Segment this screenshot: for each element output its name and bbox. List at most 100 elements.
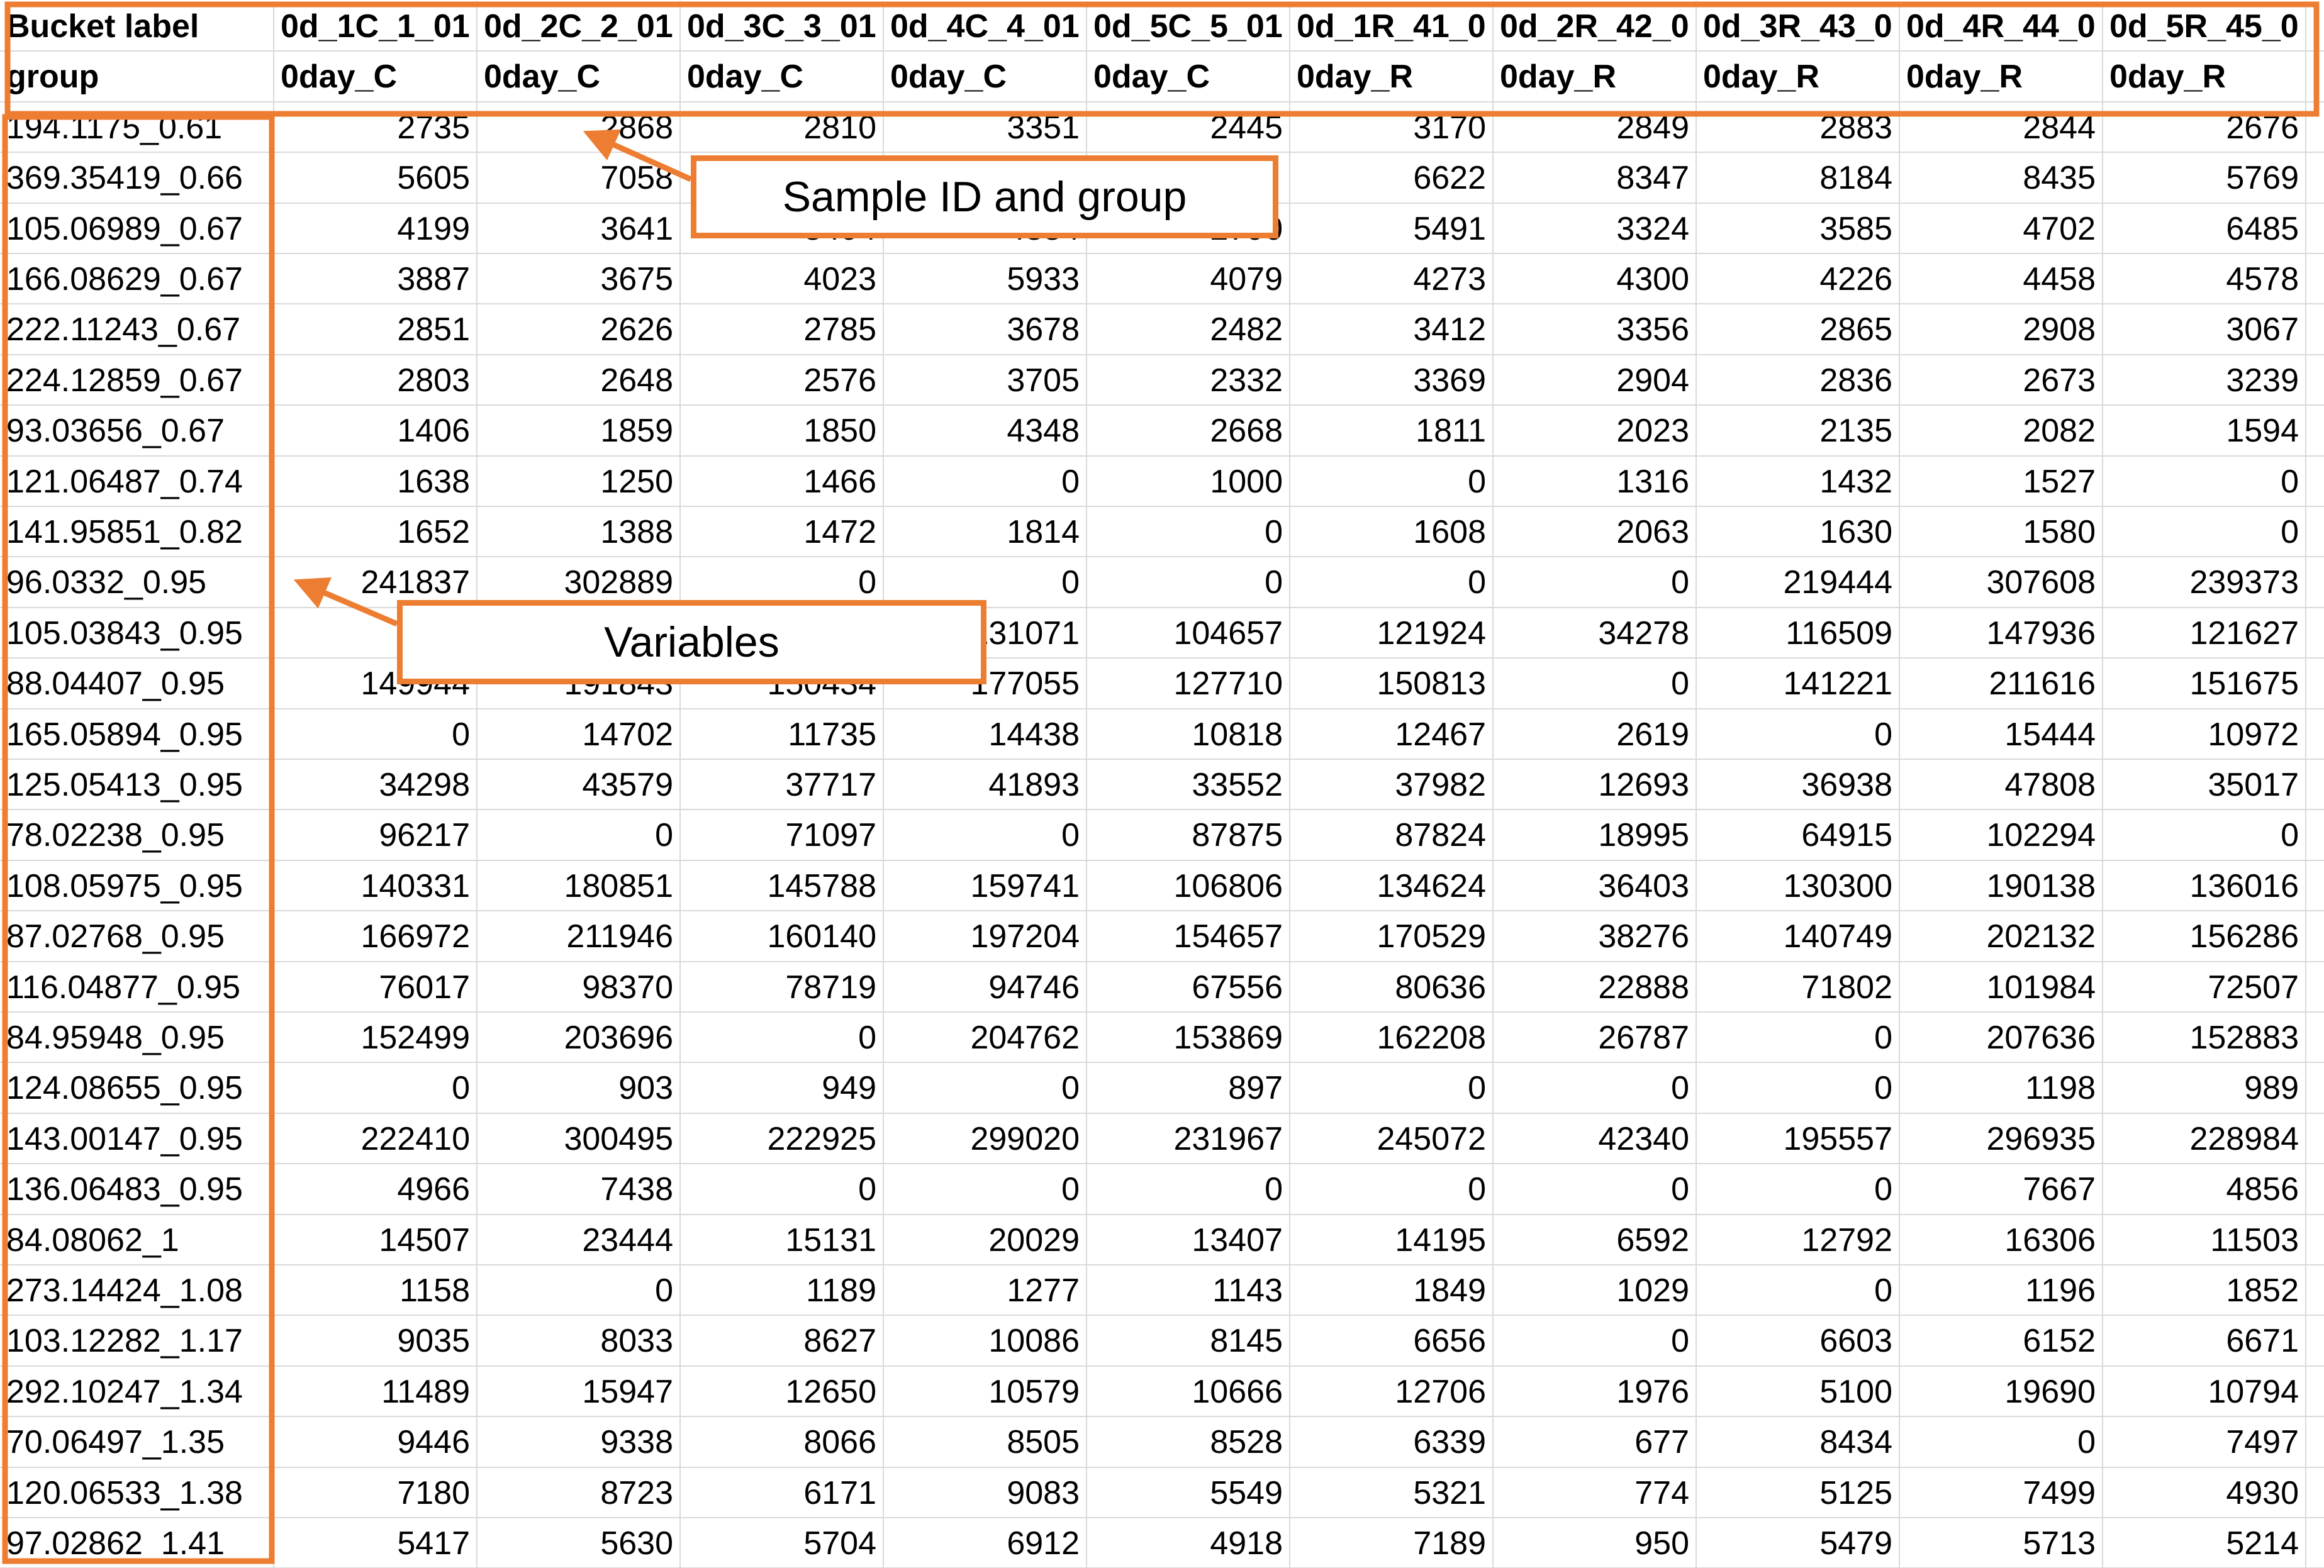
value-cell: 1029 (1494, 1265, 1697, 1316)
value-cell: 9035 (274, 1316, 478, 1367)
variable-label: 108.05975_0.95 (0, 860, 274, 912)
value-cell: 897 (1087, 1063, 1290, 1114)
value-cell: 102294 (1900, 810, 2103, 861)
value-cell: 0 (681, 1164, 884, 1215)
value-cell: 106806 (1087, 860, 1290, 912)
value-cell: 121627 (2103, 608, 2306, 659)
value-cell: 78719 (681, 962, 884, 1013)
empty-cell (2306, 304, 2324, 355)
value-cell: 4273 (1290, 254, 1494, 305)
value-cell: 1652 (274, 507, 478, 558)
value-cell: 0 (681, 1013, 884, 1064)
value-cell: 1472 (681, 507, 884, 558)
value-cell: 6912 (884, 1518, 1087, 1568)
value-cell: 245072 (1290, 1113, 1494, 1165)
header-highlight (4, 1, 2320, 117)
value-cell: 195557 (1697, 1113, 1900, 1165)
value-cell: 6152 (1900, 1316, 2103, 1367)
value-cell: 180851 (478, 860, 681, 912)
value-cell: 67556 (1087, 962, 1290, 1013)
value-cell: 159741 (884, 860, 1087, 912)
value-cell: 1527 (1900, 456, 2103, 507)
variable-label: 120.06533_1.38 (0, 1467, 274, 1518)
variables-arrow (293, 577, 398, 627)
value-cell: 2023 (1494, 406, 1697, 457)
value-cell: 0 (1494, 557, 1697, 608)
value-cell: 1594 (2103, 406, 2306, 457)
value-cell: 3412 (1290, 304, 1494, 355)
value-cell: 0 (1900, 1417, 2103, 1468)
value-cell: 3641 (478, 203, 681, 254)
value-cell: 141221 (1697, 659, 1900, 709)
value-cell: 3239 (2103, 355, 2306, 406)
value-cell: 1388 (478, 507, 681, 558)
value-cell: 6485 (2103, 203, 2306, 254)
value-cell: 4300 (1494, 254, 1697, 305)
empty-cell (2306, 1215, 2324, 1265)
variable-label: 116.04877_0.95 (0, 962, 274, 1013)
empty-cell (2306, 1468, 2324, 1518)
value-cell: 4856 (2103, 1164, 2306, 1215)
value-cell: 11735 (681, 709, 884, 760)
header-cell: 0d_2R_42_0 (1494, 1, 1697, 52)
value-cell: 2576 (681, 355, 884, 406)
value-cell: 0 (478, 810, 681, 861)
value-cell: 7497 (2103, 1417, 2306, 1468)
value-cell: 211946 (478, 911, 681, 962)
value-cell: 6592 (1494, 1215, 1697, 1265)
value-cell: 0 (884, 1164, 1087, 1215)
variable-label: 93.03656_0.67 (0, 406, 274, 457)
variable-label: 125.05413_0.95 (0, 760, 274, 811)
value-cell: 87875 (1087, 810, 1290, 861)
value-cell: 14507 (274, 1215, 478, 1265)
variable-label: 97.02862_1.41 (0, 1518, 274, 1568)
value-cell: 1250 (478, 456, 681, 507)
value-cell: 3887 (274, 254, 478, 305)
value-cell: 0 (478, 1265, 681, 1316)
value-cell: 0 (1697, 1265, 1900, 1316)
value-cell: 307608 (1900, 557, 2103, 608)
value-cell: 0 (1290, 557, 1494, 608)
value-cell: 5769 (2103, 153, 2306, 204)
value-cell: 4702 (1900, 203, 2103, 254)
header-cell: 0day_R (1900, 52, 2103, 103)
value-cell: 140749 (1697, 911, 1900, 962)
value-cell: 104657 (1087, 608, 1290, 659)
value-cell: 19690 (1900, 1366, 2103, 1418)
value-cell: 6656 (1290, 1316, 1494, 1367)
empty-cell (2306, 406, 2324, 457)
value-cell: 18995 (1494, 810, 1697, 861)
value-cell: 145788 (681, 860, 884, 912)
empty-cell (2306, 709, 2324, 760)
header-cell: 0d_3R_43_0 (1697, 1, 1900, 52)
value-cell: 10579 (884, 1366, 1087, 1418)
value-cell: 34278 (1494, 608, 1697, 659)
value-cell: 11503 (2103, 1215, 2306, 1265)
empty-cell (2306, 1265, 2324, 1316)
value-cell: 12467 (1290, 709, 1494, 760)
value-cell: 8723 (478, 1467, 681, 1518)
value-cell: 136016 (2103, 860, 2306, 912)
value-cell: 2648 (478, 355, 681, 406)
header-cell: 0day_R (1697, 52, 1900, 103)
value-cell: 1406 (274, 406, 478, 457)
header-cell: group (0, 52, 274, 103)
value-cell: 41893 (884, 760, 1087, 811)
value-cell: 1811 (1290, 406, 1494, 457)
value-cell: 0 (2103, 810, 2306, 861)
empty-cell (2306, 810, 2324, 861)
value-cell: 300495 (478, 1113, 681, 1165)
empty-cell (2306, 962, 2324, 1013)
value-cell: 9338 (478, 1417, 681, 1468)
value-cell: 2082 (1900, 406, 2103, 457)
value-cell: 12693 (1494, 760, 1697, 811)
header-callout: Sample ID and group (691, 155, 1278, 238)
value-cell: 11489 (274, 1366, 478, 1418)
value-cell: 6171 (681, 1467, 884, 1518)
value-cell: 87824 (1290, 810, 1494, 861)
value-cell: 0 (1494, 1164, 1697, 1215)
value-cell: 3705 (884, 355, 1087, 406)
value-cell: 5933 (884, 254, 1087, 305)
variable-label: 369.35419_0.66 (0, 153, 274, 204)
